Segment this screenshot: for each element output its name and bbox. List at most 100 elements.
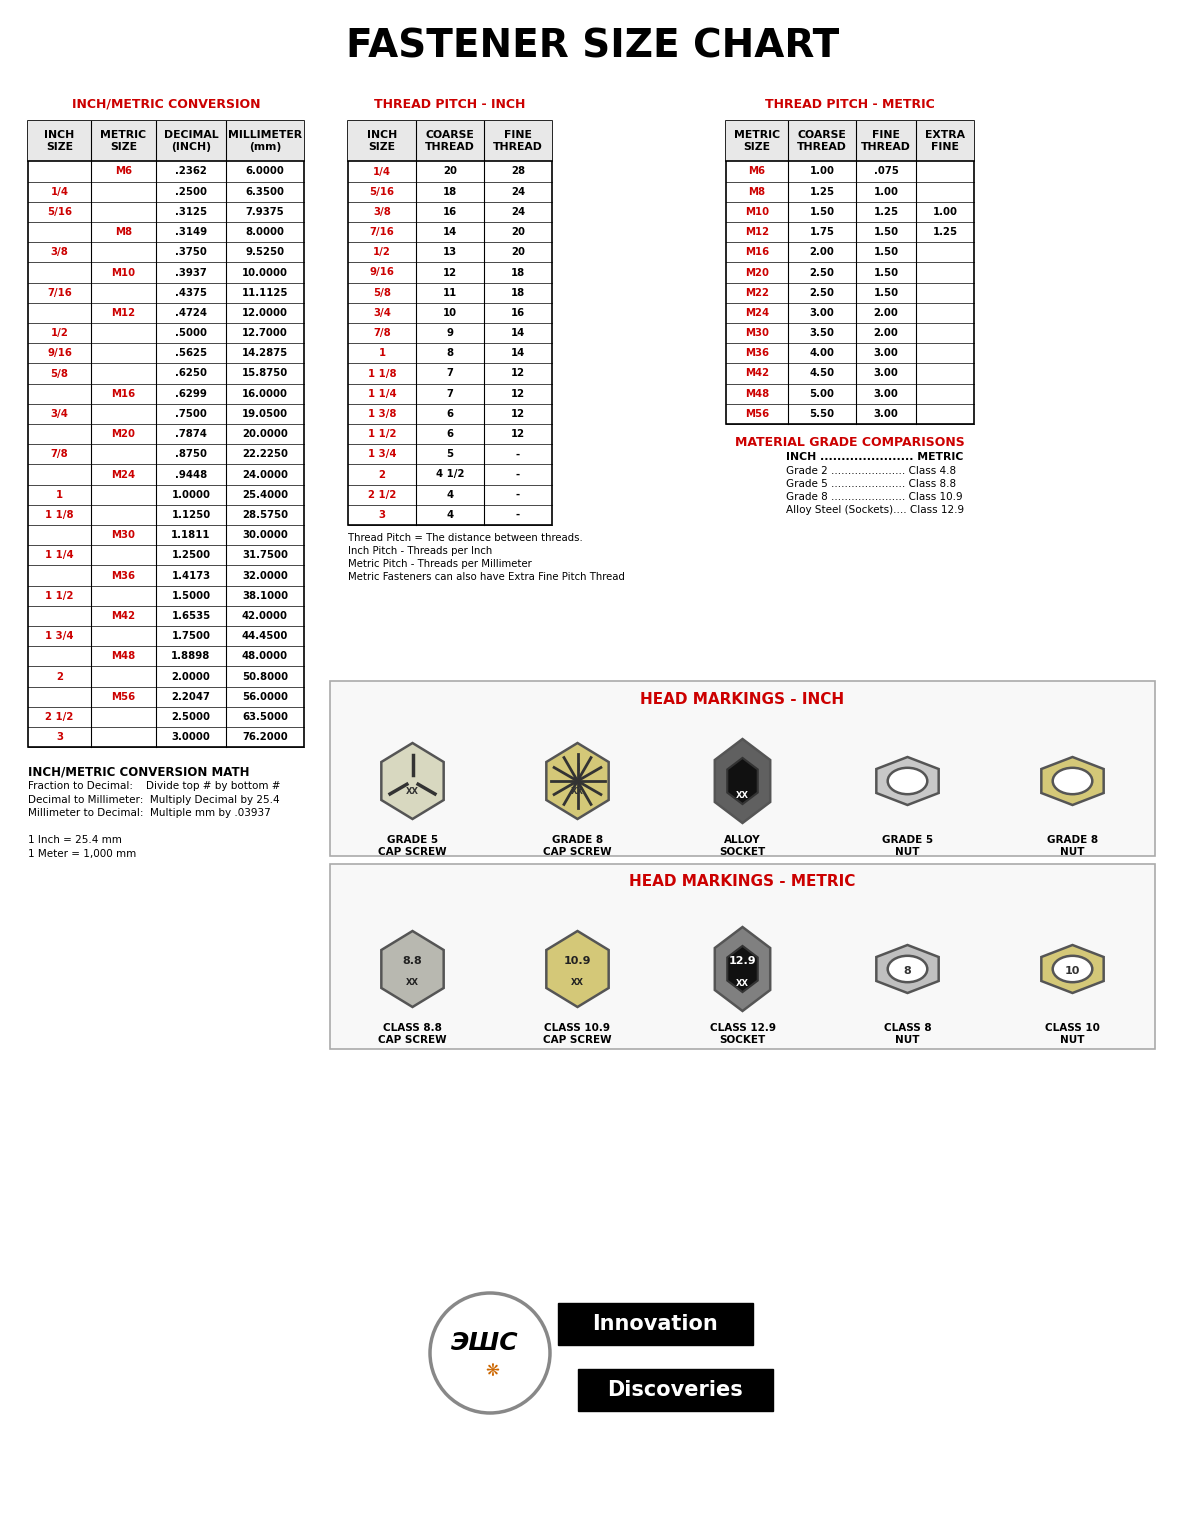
Text: 18: 18 bbox=[443, 187, 457, 197]
Text: 14.2875: 14.2875 bbox=[242, 349, 288, 358]
Text: 63.5000: 63.5000 bbox=[242, 711, 288, 722]
Text: 12.7000: 12.7000 bbox=[242, 329, 288, 338]
Text: M12: M12 bbox=[745, 227, 769, 237]
Text: M42: M42 bbox=[745, 369, 769, 378]
Text: I: I bbox=[576, 763, 579, 774]
Text: INCH
SIZE: INCH SIZE bbox=[367, 131, 398, 152]
Text: XX: XX bbox=[736, 791, 749, 800]
Text: .3125: .3125 bbox=[174, 207, 207, 217]
Text: 14: 14 bbox=[510, 329, 525, 338]
Text: 25.4000: 25.4000 bbox=[242, 490, 288, 499]
Text: 42.0000: 42.0000 bbox=[242, 611, 288, 621]
Text: Grade 5 ...................... Class 8.8: Grade 5 ...................... Class 8.8 bbox=[786, 479, 956, 488]
Text: -: - bbox=[516, 510, 520, 519]
Text: 48.0000: 48.0000 bbox=[242, 651, 288, 662]
Text: M24: M24 bbox=[112, 470, 135, 479]
Text: 7/16: 7/16 bbox=[47, 287, 72, 298]
Text: 4: 4 bbox=[446, 490, 453, 499]
Text: 6.0000: 6.0000 bbox=[246, 166, 285, 177]
Text: 1.00: 1.00 bbox=[810, 166, 834, 177]
Text: CLASS 10.9
CAP SCREW: CLASS 10.9 CAP SCREW bbox=[544, 1023, 611, 1044]
Bar bbox=[558, 1303, 753, 1346]
Text: 7: 7 bbox=[446, 369, 453, 378]
Text: 1 1/2: 1 1/2 bbox=[368, 429, 396, 439]
Text: 2.50: 2.50 bbox=[810, 287, 834, 298]
Text: 44.4500: 44.4500 bbox=[242, 631, 288, 641]
Text: 3.00: 3.00 bbox=[874, 389, 899, 399]
Text: 1 1/4: 1 1/4 bbox=[368, 389, 396, 399]
Text: HEAD MARKINGS - INCH: HEAD MARKINGS - INCH bbox=[641, 691, 845, 707]
Text: DECIMAL
(INCH): DECIMAL (INCH) bbox=[164, 131, 218, 152]
Text: MILLIMETER
(mm): MILLIMETER (mm) bbox=[228, 131, 301, 152]
Text: 20: 20 bbox=[510, 227, 525, 237]
Text: 8.0000: 8.0000 bbox=[246, 227, 285, 237]
Text: 1 1/8: 1 1/8 bbox=[368, 369, 396, 378]
Text: ЭШС: ЭШС bbox=[451, 1332, 519, 1355]
Text: 50.8000: 50.8000 bbox=[242, 671, 288, 682]
Polygon shape bbox=[546, 931, 609, 1008]
Text: 28: 28 bbox=[510, 166, 525, 177]
Text: CLASS 8
NUT: CLASS 8 NUT bbox=[883, 1023, 932, 1044]
Text: 3.0000: 3.0000 bbox=[172, 733, 210, 742]
Text: 3.50: 3.50 bbox=[810, 329, 834, 338]
Text: 24.0000: 24.0000 bbox=[242, 470, 288, 479]
Text: THREAD PITCH - INCH: THREAD PITCH - INCH bbox=[374, 97, 526, 111]
Text: .2362: .2362 bbox=[174, 166, 207, 177]
Text: EXTRA
FINE: EXTRA FINE bbox=[925, 131, 965, 152]
Text: Fraction to Decimal:    Divide top # by bottom #: Fraction to Decimal: Divide top # by bot… bbox=[28, 782, 280, 791]
Text: 11.1125: 11.1125 bbox=[242, 287, 288, 298]
Text: 2.0000: 2.0000 bbox=[172, 671, 210, 682]
Text: GRADE 5
NUT: GRADE 5 NUT bbox=[882, 836, 933, 857]
Polygon shape bbox=[1041, 945, 1104, 992]
Text: 3.00: 3.00 bbox=[874, 349, 899, 358]
Text: M16: M16 bbox=[745, 247, 769, 258]
Bar bbox=[28, 121, 304, 746]
Text: 1.25: 1.25 bbox=[874, 207, 899, 217]
Text: 12: 12 bbox=[510, 429, 525, 439]
Text: 24: 24 bbox=[510, 207, 525, 217]
Text: GRADE 8
CAP SCREW: GRADE 8 CAP SCREW bbox=[544, 836, 611, 857]
Text: 3: 3 bbox=[379, 510, 386, 519]
Text: 1.4173: 1.4173 bbox=[171, 570, 210, 581]
Text: 76.2000: 76.2000 bbox=[242, 733, 288, 742]
Polygon shape bbox=[876, 945, 939, 992]
Text: 5/16: 5/16 bbox=[47, 207, 72, 217]
Text: INCH/METRIC CONVERSION MATH: INCH/METRIC CONVERSION MATH bbox=[28, 765, 249, 779]
Text: 12: 12 bbox=[510, 369, 525, 378]
Text: 1 3/4: 1 3/4 bbox=[45, 631, 74, 641]
Text: 12.9: 12.9 bbox=[729, 955, 756, 966]
Text: GRADE 8
NUT: GRADE 8 NUT bbox=[1047, 836, 1098, 857]
Text: M10: M10 bbox=[112, 267, 135, 278]
Text: M6: M6 bbox=[115, 166, 132, 177]
Text: 12: 12 bbox=[443, 267, 457, 278]
Text: 1/2: 1/2 bbox=[51, 329, 69, 338]
Text: 1 Inch = 25.4 mm: 1 Inch = 25.4 mm bbox=[28, 836, 122, 845]
Text: 3/4: 3/4 bbox=[51, 409, 69, 419]
Text: M10: M10 bbox=[745, 207, 769, 217]
Text: Innovation: Innovation bbox=[592, 1313, 718, 1333]
Text: 5.00: 5.00 bbox=[810, 389, 834, 399]
Text: ❋: ❋ bbox=[485, 1362, 499, 1379]
Text: 1/4: 1/4 bbox=[373, 166, 391, 177]
Text: FASTENER SIZE CHART: FASTENER SIZE CHART bbox=[347, 28, 839, 65]
Polygon shape bbox=[1041, 757, 1104, 805]
Bar bbox=[28, 121, 304, 161]
Text: .7874: .7874 bbox=[174, 429, 207, 439]
Text: 1.25: 1.25 bbox=[933, 227, 958, 237]
Text: 28.5750: 28.5750 bbox=[242, 510, 288, 519]
Polygon shape bbox=[546, 743, 609, 819]
Text: HEAD MARKINGS - METRIC: HEAD MARKINGS - METRIC bbox=[629, 874, 856, 889]
Text: 16: 16 bbox=[443, 207, 457, 217]
Text: M48: M48 bbox=[745, 389, 769, 399]
Text: CLASS 10
NUT: CLASS 10 NUT bbox=[1045, 1023, 1100, 1044]
Text: INCH
SIZE: INCH SIZE bbox=[44, 131, 75, 152]
Text: 3.00: 3.00 bbox=[810, 307, 834, 318]
Text: M30: M30 bbox=[745, 329, 769, 338]
Text: 1 3/4: 1 3/4 bbox=[368, 450, 396, 459]
Text: 4.00: 4.00 bbox=[810, 349, 834, 358]
Text: -: - bbox=[516, 470, 520, 479]
Bar bbox=[726, 121, 975, 161]
Text: 7/8: 7/8 bbox=[51, 450, 69, 459]
Text: 10: 10 bbox=[1065, 966, 1080, 977]
Text: 3.00: 3.00 bbox=[874, 369, 899, 378]
